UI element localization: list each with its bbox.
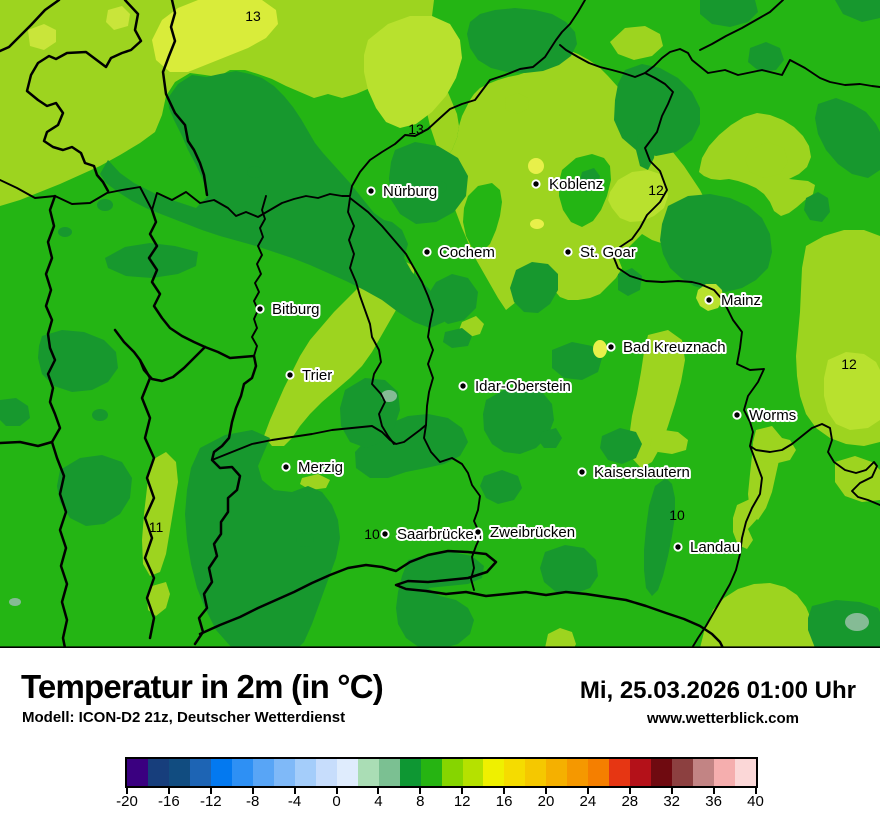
- svg-text:12: 12: [841, 356, 857, 372]
- svg-text:Idar-Oberstein: Idar-Oberstein: [475, 378, 571, 395]
- svg-text:Merzig: Merzig: [298, 459, 343, 476]
- svg-text:Trier: Trier: [302, 367, 332, 384]
- svg-text:Worms: Worms: [749, 407, 796, 424]
- svg-text:St. Goar: St. Goar: [580, 244, 636, 261]
- svg-text:Koblenz: Koblenz: [549, 176, 603, 193]
- svg-text:Zweibrücken: Zweibrücken: [490, 524, 575, 541]
- svg-text:Landau: Landau: [690, 539, 740, 556]
- svg-text:Nürburg: Nürburg: [383, 183, 437, 200]
- svg-text:12: 12: [648, 182, 664, 198]
- svg-text:Mainz: Mainz: [721, 292, 761, 309]
- svg-text:13: 13: [245, 8, 261, 24]
- svg-text:Saarbrücken: Saarbrücken: [397, 526, 482, 543]
- svg-text:13: 13: [408, 121, 424, 137]
- svg-text:10: 10: [364, 526, 380, 542]
- svg-text:Bad Kreuznach: Bad Kreuznach: [623, 339, 726, 356]
- svg-text:Bitburg: Bitburg: [272, 301, 320, 318]
- svg-text:Cochem: Cochem: [439, 244, 495, 261]
- svg-text:10: 10: [669, 507, 685, 523]
- svg-text:11: 11: [149, 519, 164, 535]
- svg-text:Kaiserslautern: Kaiserslautern: [594, 464, 690, 481]
